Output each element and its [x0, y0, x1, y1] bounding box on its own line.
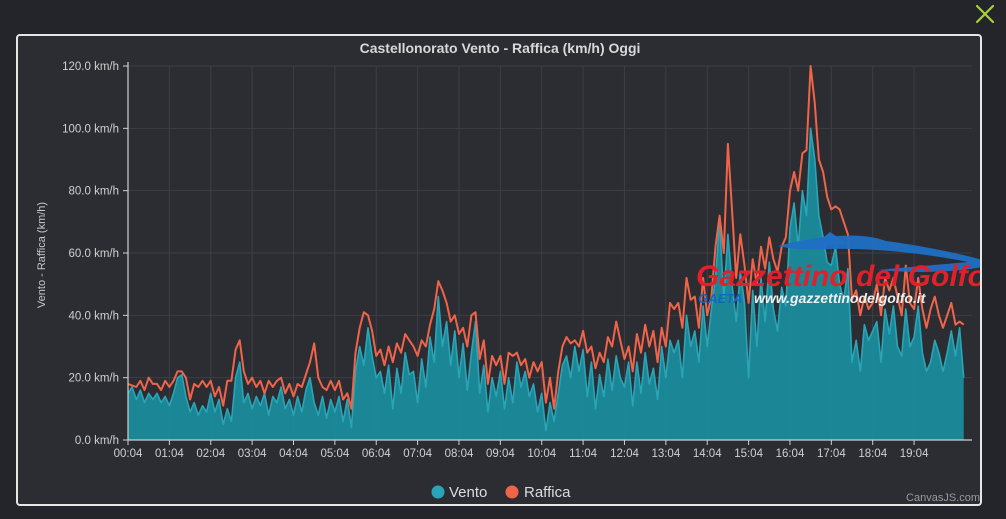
x-tick-label: 00:04	[114, 448, 143, 460]
y-tick-label: 0.0 km/h	[75, 435, 119, 447]
x-tick-label: 12:04	[610, 448, 639, 460]
y-axis-title: Vento - Raffica (km/h)	[36, 202, 48, 308]
x-tick-label: 05:04	[320, 448, 349, 460]
y-tick-label: 120.0 km/h	[62, 61, 119, 73]
logo-title: Gazzettino del Golfo	[696, 260, 980, 293]
y-tick-label: 100.0 km/h	[62, 123, 119, 135]
chart-legend: Vento Raffica	[431, 484, 572, 501]
chart-container: Castellonorato Vento - Raffica (km/h) Og…	[16, 34, 982, 506]
close-icon[interactable]	[972, 2, 998, 26]
x-tick-label: 14:04	[693, 448, 722, 460]
wind-chart: Castellonorato Vento - Raffica (km/h) Og…	[36, 40, 980, 504]
x-tick-label: 07:04	[403, 448, 432, 460]
gazzettino-logo: Gazzettino del Golfo GAETA www.gazzettin…	[696, 232, 980, 306]
x-tick-label: 17:04	[817, 448, 846, 460]
y-tick-label: 20.0 km/h	[69, 373, 120, 385]
x-tick-label: 10:04	[527, 448, 556, 460]
x-tick-label: 09:04	[486, 448, 515, 460]
legend-marker-raffica	[505, 485, 519, 499]
x-tick-label: 01:04	[155, 448, 184, 460]
x-tick-label: 18:04	[858, 448, 887, 460]
logo-peak-shape	[813, 232, 848, 246]
y-tick-label: 80.0 km/h	[69, 186, 120, 198]
chart-title: Castellonorato Vento - Raffica (km/h) Og…	[360, 40, 641, 56]
x-tick-label: 04:04	[279, 448, 308, 460]
x-tick-label: 06:04	[362, 448, 391, 460]
x-tick-label: 08:04	[445, 448, 474, 460]
y-tick-label: 40.0 km/h	[69, 310, 120, 322]
x-tick-label: 19:04	[900, 448, 929, 460]
x-tick-label: 02:04	[196, 448, 225, 460]
logo-gaeta-text: GAETA	[698, 291, 743, 306]
legend-marker-vento	[431, 485, 445, 499]
x-tick-label: 15:04	[734, 448, 763, 460]
y-tick-label: 60.0 km/h	[69, 248, 120, 260]
legend-label-vento: Vento	[449, 484, 487, 501]
series-raffica-line	[127, 65, 965, 410]
x-tick-label: 16:04	[776, 448, 805, 460]
logo-url: www.gazzettinodelgolfo.it	[754, 290, 927, 306]
series-vento-area	[128, 128, 964, 441]
x-tick-label: 03:04	[238, 448, 267, 460]
legend-item-vento[interactable]: Vento	[431, 484, 488, 501]
legend-label-raffica: Raffica	[524, 484, 571, 501]
canvasjs-credit[interactable]: CanvasJS.com	[906, 492, 980, 504]
x-tick-label: 11:04	[569, 448, 598, 460]
legend-item-raffica[interactable]: Raffica	[505, 484, 572, 501]
x-tick-label: 13:04	[651, 448, 680, 460]
